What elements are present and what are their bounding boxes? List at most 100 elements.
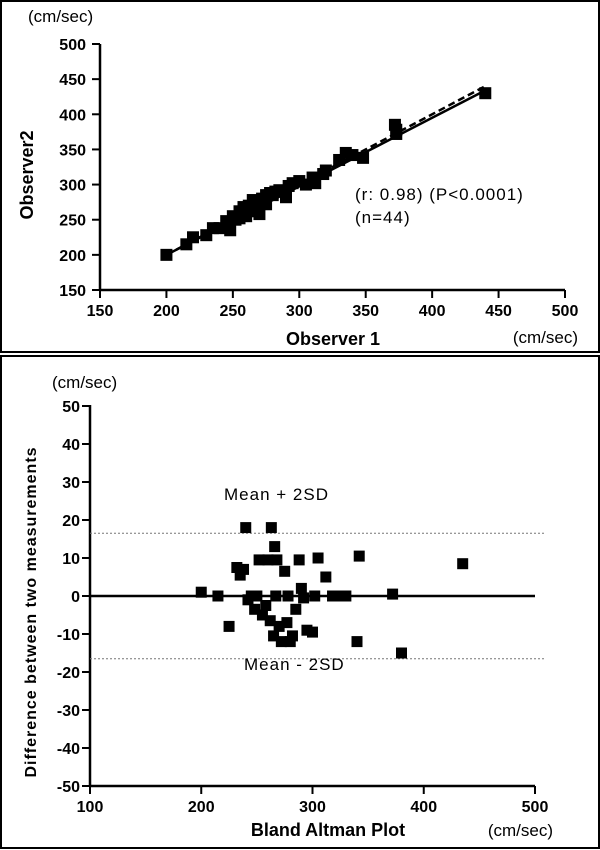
data-point bbox=[187, 231, 199, 244]
y-tick-label: -50 bbox=[57, 779, 80, 796]
data-point bbox=[271, 554, 283, 566]
data-point bbox=[309, 590, 321, 602]
data-point bbox=[284, 636, 296, 648]
y-tick-label: 10 bbox=[62, 551, 80, 568]
panel-border-bottom bbox=[0, 355, 600, 849]
data-point bbox=[275, 636, 287, 648]
data-point bbox=[260, 198, 273, 211]
y-tick-label: 500 bbox=[59, 37, 86, 54]
panel-border-top bbox=[0, 0, 600, 353]
data-point bbox=[396, 647, 407, 659]
x-tick-label: 350 bbox=[352, 303, 379, 320]
x-axis-ticks: 100 200 300 400 500 bbox=[77, 786, 549, 816]
x-tick-label: 200 bbox=[153, 303, 180, 320]
y-tick-label: 40 bbox=[62, 437, 80, 454]
y-tick-label: 250 bbox=[59, 213, 86, 230]
x-axis-ticks: 150 200 250 300 350 400 450 500 bbox=[87, 290, 579, 320]
data-point bbox=[479, 87, 492, 100]
data-point bbox=[240, 210, 253, 223]
data-point bbox=[387, 588, 399, 600]
data-point bbox=[212, 590, 224, 602]
data-point bbox=[264, 615, 276, 627]
y-tick-label: 450 bbox=[59, 72, 86, 89]
data-point bbox=[268, 630, 280, 642]
data-point bbox=[253, 554, 265, 566]
x-tick-label: 400 bbox=[419, 303, 446, 320]
data-point bbox=[260, 600, 272, 611]
data-point bbox=[298, 592, 310, 604]
data-point bbox=[309, 177, 322, 190]
data-point bbox=[195, 586, 207, 598]
correlation-stats: (r: 0.98) (P<0.0001) bbox=[355, 185, 524, 204]
data-point bbox=[281, 617, 293, 629]
y-unit-label: (cm/sec) bbox=[52, 373, 117, 392]
x-tick-label: 250 bbox=[220, 303, 247, 320]
data-point bbox=[290, 603, 302, 615]
data-point bbox=[295, 582, 307, 594]
data-point bbox=[270, 590, 282, 602]
data-point bbox=[256, 609, 268, 621]
data-point bbox=[240, 522, 252, 534]
x-unit-label: (cm/sec) bbox=[513, 328, 578, 347]
y-axis-title: Difference between two measurements bbox=[23, 446, 40, 777]
data-point bbox=[224, 224, 237, 237]
x-tick-label: 500 bbox=[522, 799, 549, 816]
y-tick-label: 350 bbox=[59, 142, 86, 159]
data-point bbox=[346, 149, 359, 162]
x-tick-label: 450 bbox=[485, 303, 512, 320]
data-point bbox=[234, 569, 246, 581]
data-point bbox=[301, 624, 313, 636]
y-tick-label: -40 bbox=[57, 741, 80, 758]
y-tick-label: 0 bbox=[71, 589, 80, 606]
x-tick-label: 200 bbox=[188, 799, 215, 816]
data-point bbox=[282, 590, 294, 602]
y-axis-title: Observer2 bbox=[17, 130, 37, 219]
data-point bbox=[251, 590, 263, 602]
x-tick-label: 300 bbox=[299, 799, 326, 816]
y-tick-label: 150 bbox=[59, 283, 86, 300]
y-tick-label: 400 bbox=[59, 107, 86, 124]
data-point bbox=[293, 554, 305, 566]
upper-limit-label: Mean + 2SD bbox=[224, 485, 329, 504]
data-point bbox=[327, 590, 339, 602]
x-tick-label: 100 bbox=[77, 799, 104, 816]
data-point bbox=[238, 563, 250, 575]
data-point bbox=[351, 636, 363, 648]
x-tick-label: 500 bbox=[552, 303, 579, 320]
data-point bbox=[312, 552, 324, 564]
data-point bbox=[245, 590, 257, 602]
x-tick-label: 400 bbox=[410, 799, 437, 816]
y-tick-label: 50 bbox=[62, 399, 80, 416]
data-point bbox=[320, 571, 332, 583]
data-points bbox=[160, 87, 492, 261]
data-point bbox=[319, 164, 332, 177]
data-point bbox=[357, 151, 370, 164]
y-tick-label: 300 bbox=[59, 178, 86, 195]
x-tick-label: 150 bbox=[87, 303, 114, 320]
data-point bbox=[223, 620, 235, 632]
x-axis-title: Observer 1 bbox=[286, 329, 380, 349]
x-unit-label: (cm/sec) bbox=[488, 821, 553, 840]
data-point bbox=[253, 208, 266, 221]
x-tick-label: 300 bbox=[286, 303, 313, 320]
y-tick-label: -10 bbox=[57, 627, 80, 644]
data-point bbox=[334, 590, 346, 602]
data-point bbox=[249, 603, 261, 615]
correlation-panel: (cm/sec) 150 200 250 300 350 400 450 500 150 200… bbox=[0, 0, 600, 353]
y-tick-label: 20 bbox=[62, 513, 80, 530]
data-point bbox=[231, 562, 243, 573]
data-point bbox=[390, 127, 403, 140]
y-unit-label: (cm/sec) bbox=[28, 7, 93, 26]
lower-limit-label: Mean - 2SD bbox=[244, 655, 345, 674]
y-tick-label: -30 bbox=[57, 703, 80, 720]
data-point bbox=[280, 191, 292, 204]
data-point bbox=[286, 630, 298, 642]
data-point bbox=[160, 248, 173, 261]
data-point bbox=[246, 194, 259, 207]
data-point bbox=[353, 550, 365, 562]
data-point bbox=[457, 558, 469, 570]
sample-size: (n=44) bbox=[355, 208, 411, 227]
x-axis-title: Bland Altman Plot bbox=[251, 820, 405, 840]
